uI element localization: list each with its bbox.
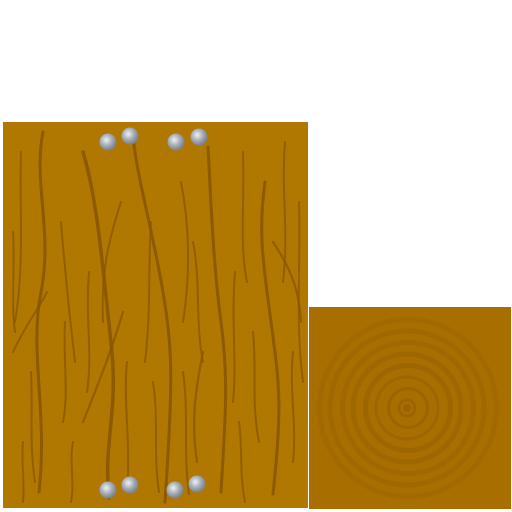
grain-line bbox=[297, 201, 304, 383]
tree-ring bbox=[374, 375, 440, 441]
wood-plank-svg bbox=[3, 122, 308, 508]
grain-line bbox=[81, 150, 116, 500]
grain-line bbox=[101, 201, 122, 323]
tree-ring-core bbox=[403, 404, 411, 412]
grain-line bbox=[238, 421, 246, 503]
grain-line bbox=[60, 221, 76, 363]
tree-ring bbox=[363, 363, 453, 453]
grain-line bbox=[193, 350, 205, 464]
grain-line bbox=[282, 141, 287, 283]
tree-ring bbox=[387, 387, 429, 429]
nail-head bbox=[166, 481, 184, 499]
grain-line bbox=[86, 271, 91, 393]
grain-line bbox=[182, 371, 190, 495]
grain-line bbox=[124, 361, 130, 493]
wood-plank-sprite bbox=[3, 122, 308, 508]
nail-head bbox=[99, 133, 117, 151]
nail-head bbox=[99, 481, 117, 499]
grain-line bbox=[260, 180, 281, 496]
grain-line bbox=[232, 271, 236, 403]
grain-line bbox=[241, 151, 248, 283]
grain-line bbox=[271, 240, 303, 324]
grain-line bbox=[81, 310, 125, 424]
log-end-svg bbox=[309, 307, 511, 509]
tree-rings bbox=[317, 317, 499, 499]
grain-line bbox=[131, 135, 173, 504]
tree-ring bbox=[340, 340, 476, 476]
grain-line bbox=[152, 381, 160, 493]
grain-line bbox=[70, 441, 74, 503]
tree-ring bbox=[397, 398, 417, 418]
nail-head bbox=[121, 127, 139, 145]
grain-line bbox=[14, 151, 22, 323]
grain-line bbox=[12, 231, 16, 333]
grain-line bbox=[21, 441, 25, 503]
grain-line bbox=[192, 241, 204, 363]
tree-ring bbox=[317, 317, 499, 499]
grain-line bbox=[290, 351, 296, 463]
nail-head bbox=[167, 133, 185, 151]
tree-ring bbox=[327, 328, 487, 488]
nail-head bbox=[121, 476, 139, 494]
nail-group bbox=[99, 127, 208, 499]
grain-line bbox=[144, 221, 152, 363]
wood-grain-lines bbox=[12, 130, 304, 504]
nail-head bbox=[190, 128, 208, 146]
log-end-sprite bbox=[309, 307, 511, 509]
grain-line bbox=[206, 145, 228, 494]
grain-line bbox=[180, 181, 190, 323]
grain-line bbox=[35, 130, 47, 494]
grain-line bbox=[252, 331, 260, 443]
grain-line bbox=[30, 371, 36, 483]
nail-head bbox=[188, 475, 206, 493]
tree-ring bbox=[350, 351, 464, 465]
grain-line bbox=[62, 321, 67, 423]
grain-line bbox=[12, 291, 48, 353]
